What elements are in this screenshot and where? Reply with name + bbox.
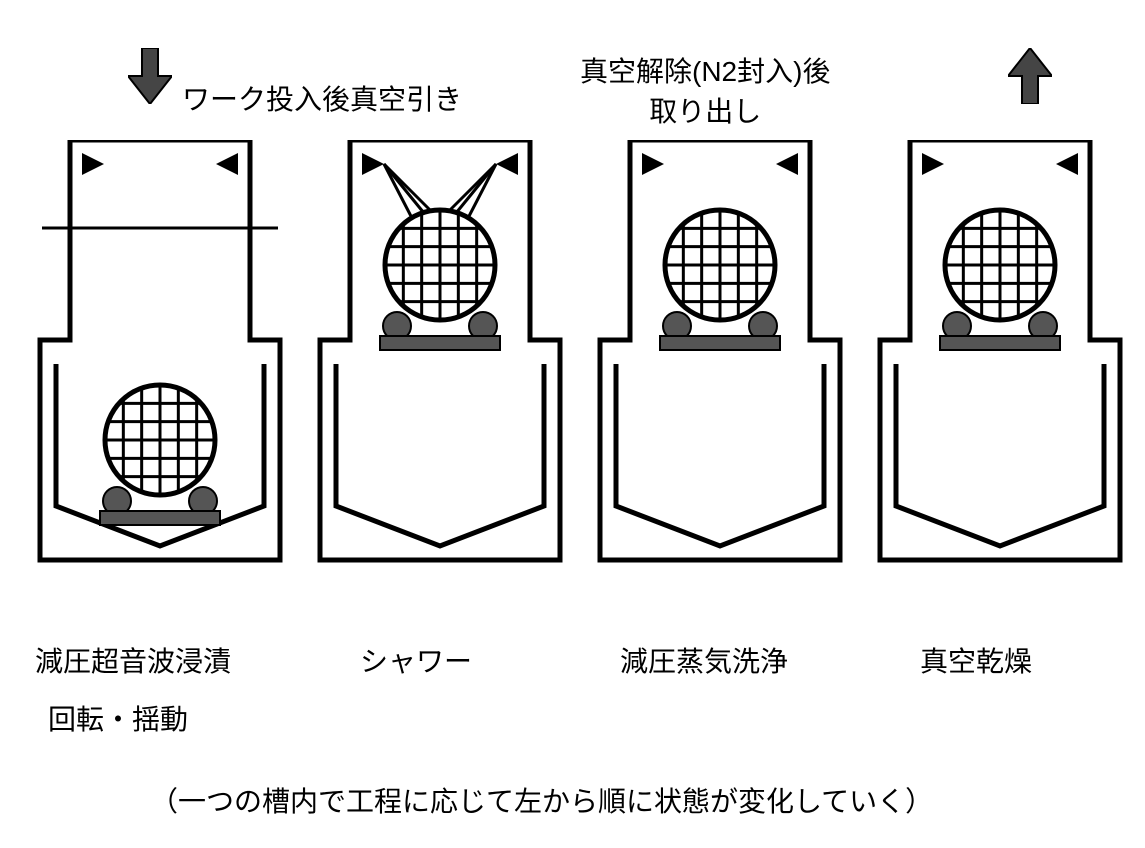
stage-2 bbox=[310, 140, 570, 580]
arrow-down-icon bbox=[128, 48, 172, 104]
footnote: （一つの槽内で工程に応じて左から順に状態が変化していく） bbox=[150, 780, 933, 820]
diagram-canvas: ワーク投入後真空引き 真空解除(N2封入)後 取り出し 減圧超音波浸漬 シャワー… bbox=[0, 0, 1145, 848]
stage-3 bbox=[590, 140, 850, 580]
stage-2-label: シャワー bbox=[360, 640, 472, 680]
stage-3-label: 減圧蒸気洗浄 bbox=[620, 640, 788, 680]
stage-4 bbox=[870, 140, 1130, 580]
arrow-up-icon bbox=[1008, 48, 1052, 104]
top-label-right: 真空解除(N2封入)後 取り出し bbox=[580, 50, 830, 130]
stage-4-label: 真空乾燥 bbox=[920, 640, 1032, 680]
stage-1 bbox=[30, 140, 290, 580]
top-label-left: ワーク投入後真空引き bbox=[182, 78, 462, 118]
stage-1-label: 減圧超音波浸漬 bbox=[35, 640, 231, 680]
stage-1-label2: 回転・揺動 bbox=[48, 698, 188, 738]
